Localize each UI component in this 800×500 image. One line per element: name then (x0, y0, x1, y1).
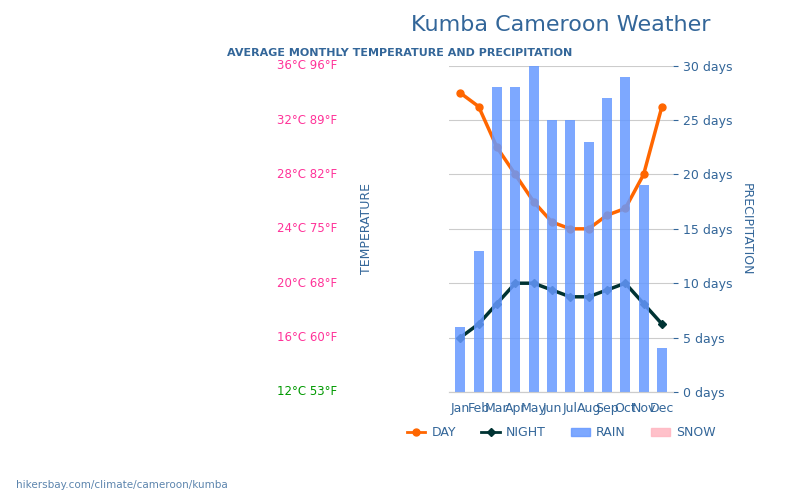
Bar (529, 66, 538, 392)
Title: Kumba Cameroon Weather: Kumba Cameroon Weather (411, 15, 711, 35)
Bar (510, 88, 520, 392)
Text: AVERAGE MONTHLY TEMPERATURE AND PRECIPITATION: AVERAGE MONTHLY TEMPERATURE AND PRECIPIT… (227, 48, 573, 58)
Text: hikersbay.com/climate/cameroon/kumba: hikersbay.com/climate/cameroon/kumba (16, 480, 228, 490)
Text: 36°C 96°F: 36°C 96°F (277, 59, 338, 72)
Text: 16°C 60°F: 16°C 60°F (277, 331, 338, 344)
Y-axis label: TEMPERATURE: TEMPERATURE (360, 184, 373, 274)
Bar (566, 120, 575, 392)
Legend: DAY, NIGHT, RAIN, SNOW: DAY, NIGHT, RAIN, SNOW (402, 422, 721, 444)
Bar (474, 250, 484, 392)
Text: 28°C 82°F: 28°C 82°F (278, 168, 338, 181)
Bar (620, 76, 630, 392)
Text: 24°C 75°F: 24°C 75°F (277, 222, 338, 235)
Bar (547, 120, 557, 392)
Text: 12°C 53°F: 12°C 53°F (278, 386, 338, 398)
Y-axis label: PRECIPITATION: PRECIPITATION (740, 182, 753, 275)
Text: 32°C 89°F: 32°C 89°F (278, 114, 338, 126)
Bar (657, 348, 667, 392)
Text: 20°C 68°F: 20°C 68°F (278, 276, 338, 289)
Bar (602, 98, 612, 392)
Bar (638, 186, 649, 392)
Bar (455, 326, 466, 392)
Bar (492, 88, 502, 392)
Bar (583, 142, 594, 392)
